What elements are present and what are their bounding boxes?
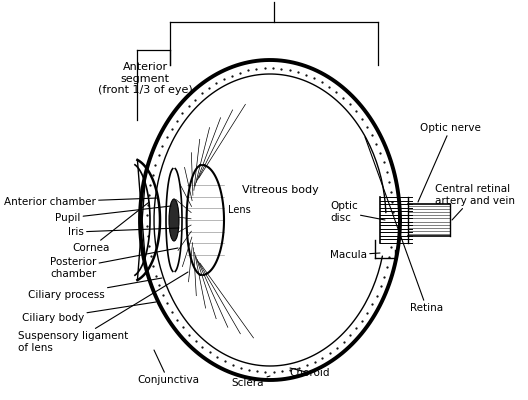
Text: Anterior chamber: Anterior chamber: [4, 197, 158, 207]
Text: Optic
disc: Optic disc: [330, 201, 385, 223]
Text: Pupil: Pupil: [55, 206, 171, 223]
Text: Ciliary process: Ciliary process: [28, 278, 162, 300]
Text: Optic nerve: Optic nerve: [418, 123, 481, 202]
Text: Vitreous body: Vitreous body: [242, 185, 318, 195]
Text: Conjunctiva: Conjunctiva: [137, 350, 199, 385]
Text: Central retinal
artery and vein: Central retinal artery and vein: [435, 184, 515, 220]
Text: Anterior
segment
(front 1/3 of eye): Anterior segment (front 1/3 of eye): [98, 62, 192, 95]
Text: Suspensory ligament
of lens: Suspensory ligament of lens: [18, 272, 188, 353]
Text: Choroid: Choroid: [290, 368, 330, 378]
Ellipse shape: [169, 199, 179, 241]
Text: Posterior
chamber: Posterior chamber: [50, 248, 178, 279]
Text: Cornea: Cornea: [72, 202, 149, 253]
Text: Lens: Lens: [228, 205, 251, 215]
Text: Iris: Iris: [68, 227, 179, 237]
Text: Retina: Retina: [365, 137, 443, 313]
Text: Macula: Macula: [330, 250, 380, 260]
Text: Ciliary body: Ciliary body: [22, 302, 156, 323]
Text: Sclera: Sclera: [232, 376, 270, 388]
